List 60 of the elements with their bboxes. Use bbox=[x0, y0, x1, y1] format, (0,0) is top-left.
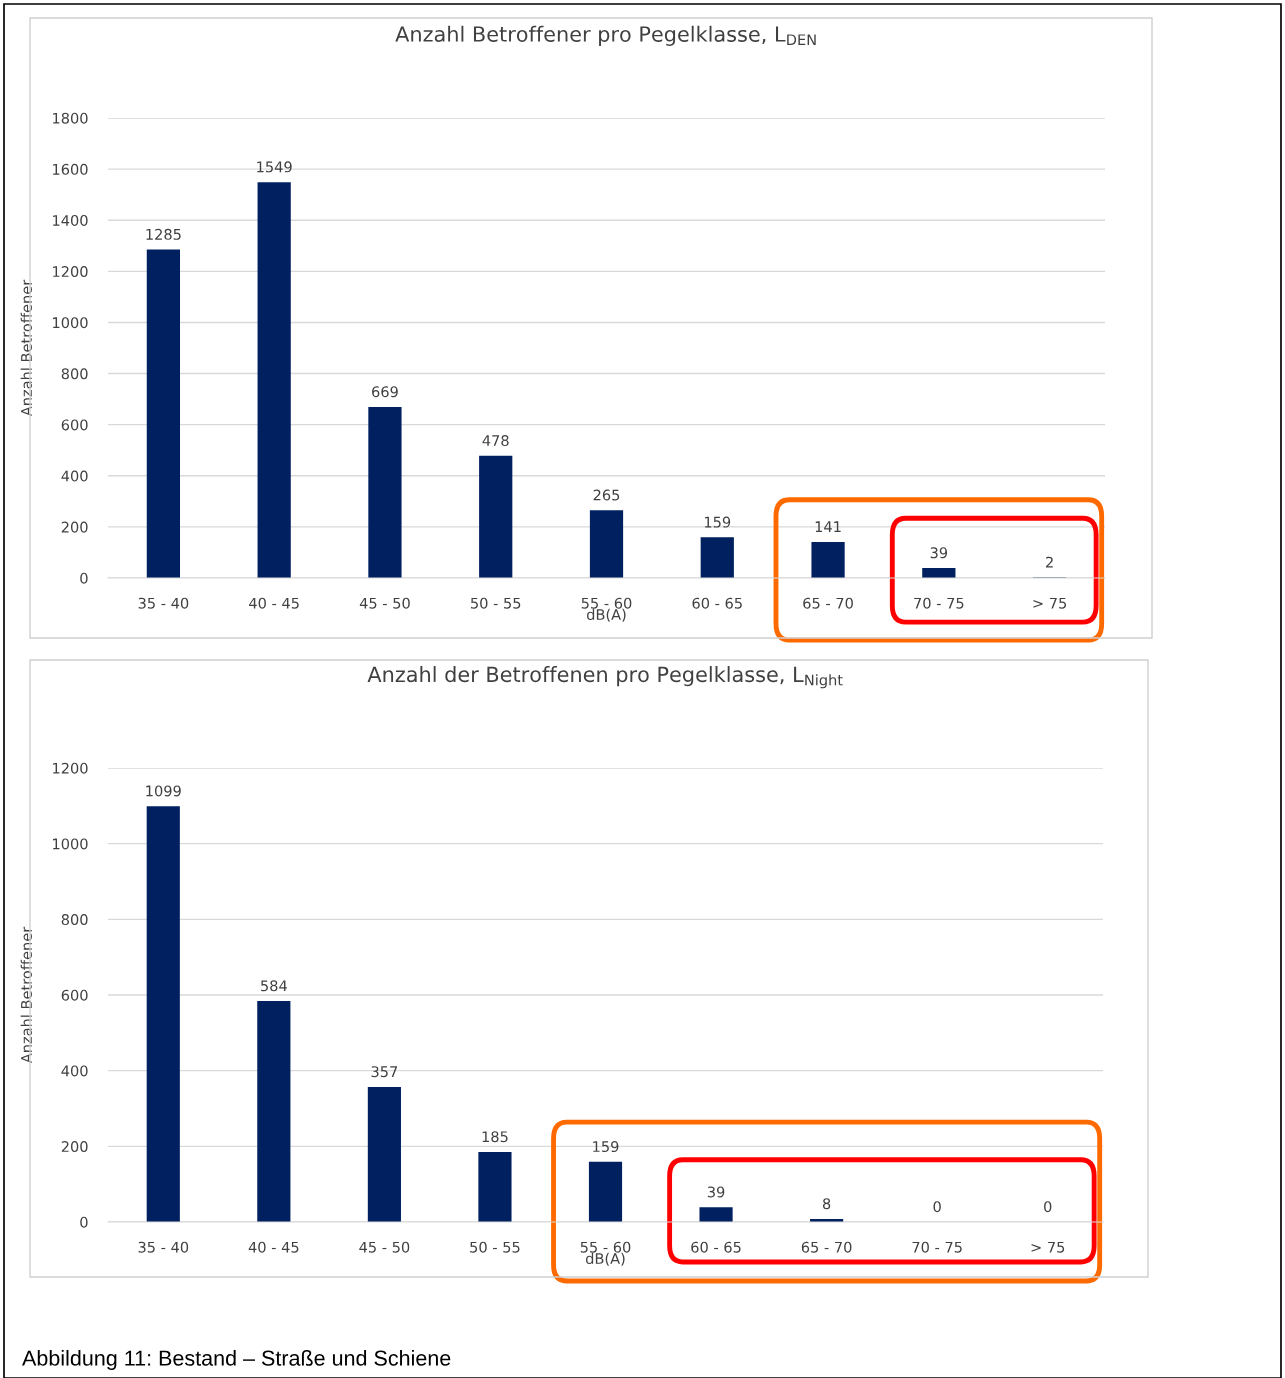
data-label: 2 bbox=[1046, 556, 1053, 568]
y-tick-label: 1000 bbox=[53, 317, 88, 329]
x-tick-label: 70 - 75 bbox=[912, 1241, 962, 1253]
data-label: 478 bbox=[482, 435, 509, 447]
x-axis-title: dB(A) bbox=[585, 1252, 625, 1266]
y-axis-title: Anzahl Betroffener bbox=[20, 926, 32, 1064]
data-label: 1099 bbox=[146, 785, 181, 797]
y-tick-label: 0 bbox=[80, 572, 88, 584]
x-tick-label: 45 - 50 bbox=[359, 597, 410, 609]
data-label: 185 bbox=[482, 1131, 508, 1143]
y-tick-label: 800 bbox=[61, 914, 88, 926]
x-tick-label: 50 - 55 bbox=[470, 1241, 520, 1253]
data-label: 159 bbox=[704, 516, 731, 528]
data-label: 1285 bbox=[146, 228, 181, 240]
data-label: 0 bbox=[1044, 1201, 1052, 1213]
data-label: 39 bbox=[707, 1186, 725, 1198]
x-tick-label: 60 - 65 bbox=[692, 597, 742, 609]
data-label: 584 bbox=[261, 980, 287, 992]
y-tick-label: 400 bbox=[61, 470, 88, 482]
x-tick-label: 40 - 45 bbox=[248, 1241, 299, 1253]
x-tick-label: > 75 bbox=[1031, 1241, 1065, 1253]
y-tick-label: 1000 bbox=[53, 838, 88, 850]
data-label: 8 bbox=[822, 1198, 831, 1210]
y-tick-label: 0 bbox=[80, 1216, 88, 1228]
data-label: 141 bbox=[815, 521, 841, 532]
x-tick-label: 35 - 40 bbox=[138, 597, 189, 609]
y-tick-label: 600 bbox=[61, 989, 88, 1001]
y-axis-title: Anzahl Betroffener bbox=[20, 279, 32, 417]
x-tick-label: > 75 bbox=[1033, 597, 1067, 609]
y-tick-label: 1600 bbox=[53, 163, 88, 175]
x-tick-label: 35 - 40 bbox=[138, 1241, 189, 1253]
y-tick-label: 1200 bbox=[53, 762, 88, 774]
y-tick-label: 200 bbox=[61, 521, 88, 533]
x-tick-label: 40 - 45 bbox=[249, 597, 299, 609]
data-label: 265 bbox=[593, 489, 620, 501]
y-tick-label: 1200 bbox=[53, 266, 88, 278]
y-tick-label: 800 bbox=[61, 368, 88, 380]
data-label: 39 bbox=[930, 547, 948, 559]
chart-title: Anzahl Betroffener pro Pegelklasse, L$_{DEN}$ bbox=[395, 25, 816, 46]
y-tick-label: 1400 bbox=[53, 214, 88, 226]
data-label: 669 bbox=[372, 386, 398, 398]
y-tick-label: 600 bbox=[61, 419, 88, 431]
x-tick-label: 70 - 75 bbox=[914, 597, 964, 609]
data-label: 0 bbox=[933, 1201, 941, 1213]
y-tick-label: 1800 bbox=[53, 112, 88, 124]
data-label: 357 bbox=[371, 1066, 398, 1078]
x-tick-label: 60 - 65 bbox=[691, 1241, 741, 1253]
x-tick-label: 45 - 50 bbox=[359, 1241, 410, 1253]
x-tick-label: 55 - 60 bbox=[581, 597, 632, 609]
text: Abbildung 11: Bestand – Straße und Schiene bbox=[22, 1349, 451, 1371]
y-tick-label: 400 bbox=[61, 1065, 88, 1077]
x-tick-label: 55 - 60 bbox=[580, 1241, 631, 1253]
y-tick-label: 200 bbox=[61, 1141, 88, 1153]
chart-title: Anzahl der Betroffenen pro Pegelklasse, L$_{Night}$ bbox=[367, 666, 843, 689]
x-tick-label: 50 - 55 bbox=[471, 597, 521, 609]
data-label: 1549 bbox=[257, 161, 292, 173]
x-axis-title: dB(A) bbox=[586, 608, 626, 622]
x-tick-label: 65 - 70 bbox=[801, 1241, 852, 1253]
x-tick-label: 65 - 70 bbox=[803, 597, 853, 609]
data-label: 159 bbox=[593, 1141, 619, 1153]
